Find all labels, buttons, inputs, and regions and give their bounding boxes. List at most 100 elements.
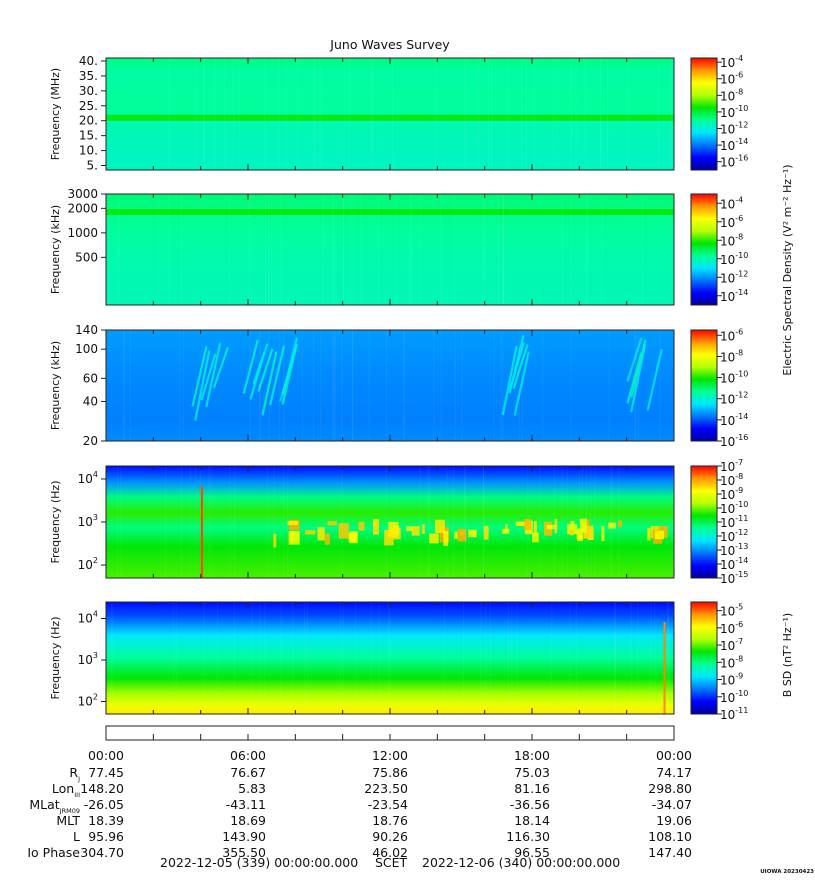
y-tick-label: 103 — [78, 513, 98, 529]
colorbar-tick-label: 10-14 — [720, 412, 748, 428]
emission-patch — [384, 529, 394, 546]
ephemeris-value: 147.40 — [648, 845, 692, 860]
emission-patch — [454, 531, 458, 539]
emission-patch — [546, 524, 555, 530]
emission-patch — [567, 524, 578, 534]
time-tick-label: 00:00 — [656, 748, 692, 763]
spectrogram-field — [106, 330, 674, 441]
y-tick-label: 104 — [78, 470, 98, 486]
colorbar-tick-label: 10-16 — [720, 154, 748, 170]
colorbar-tick-label: 10-6 — [720, 620, 743, 636]
radio-burst-streak — [646, 348, 663, 411]
emission-patch — [647, 527, 651, 541]
ephemeris-value: 96.55 — [514, 845, 550, 860]
ephemeris-value: -23.54 — [368, 797, 408, 812]
y-tick-label: 60 — [83, 371, 98, 385]
emission-patch — [468, 529, 477, 538]
ephemeris-value: 75.03 — [514, 765, 550, 780]
time-tick-label: 06:00 — [230, 748, 266, 763]
ephemeris-value: 18.39 — [88, 813, 124, 828]
spectrogram-field — [106, 602, 674, 714]
emission-patch — [515, 521, 526, 526]
radio-burst-streak — [205, 342, 222, 408]
ephemeris-label: L — [73, 829, 80, 844]
y-tick-label: 500 — [75, 250, 98, 264]
colorbar-tick-label: 10-10 — [720, 251, 748, 267]
emission-patch — [429, 533, 439, 544]
emission-patch — [327, 521, 337, 526]
y-tick-label: 100 — [75, 342, 98, 356]
emission-patch — [324, 533, 330, 545]
ephemeris-value: 95.96 — [88, 829, 124, 844]
y-axis-label: Frequency (Hz) — [49, 617, 62, 700]
ephemeris-value: 18.76 — [372, 813, 408, 828]
colorbar-tick-label: 10-12 — [720, 391, 748, 407]
ephemeris-value: 298.80 — [648, 781, 692, 796]
emission-patch — [287, 521, 299, 526]
emission-patch — [533, 520, 537, 537]
emission-patch — [577, 533, 583, 542]
emission-patch — [290, 531, 295, 542]
colorbar-tick-label: 10-8 — [720, 87, 743, 103]
colorbar-tick-label: 10-9 — [720, 672, 743, 688]
y-tick-label: 5. — [87, 159, 98, 173]
y-tick-label: 1000 — [67, 226, 98, 240]
ephemeris-label: Io Phase — [27, 845, 80, 860]
y-tick-label: 102 — [78, 693, 98, 709]
ephemeris-value: -43.11 — [226, 797, 266, 812]
ephemeris-value: 19.06 — [656, 813, 692, 828]
y-tick-label: 30. — [79, 84, 98, 98]
y-tick-label: 40 — [83, 394, 98, 408]
colorbar-tick-label: 10-7 — [720, 637, 743, 653]
colorbar-tick-label: 10-6 — [720, 71, 743, 87]
emission-patch — [349, 531, 358, 544]
ephemeris-value: 108.10 — [648, 829, 692, 844]
ephemeris-value: 143.90 — [222, 829, 266, 844]
colorbar-tick-label: 10-8 — [720, 232, 743, 248]
radio-burst-streak — [513, 351, 530, 416]
radio-burst-streak — [194, 350, 211, 421]
ephemeris-value: 46.02 — [372, 845, 408, 860]
ephemeris-value: 223.50 — [364, 781, 408, 796]
radio-burst-streak — [242, 339, 259, 394]
ephemeris-value: 81.16 — [514, 781, 550, 796]
footer-credit: UIOWA 20230423 — [760, 869, 814, 875]
emission-patch — [569, 530, 575, 536]
y-tick-label: 2000 — [67, 201, 98, 215]
emission-patch — [505, 524, 508, 533]
y-tick-label: 20. — [79, 114, 98, 128]
spectrogram-panel-4: 104 103 102 Frequency (Hz) 10-710-810-910-10… — [49, 458, 748, 586]
emission-patch — [411, 526, 420, 536]
colorbar-tick-label: 10-14 — [720, 288, 748, 304]
colorbar-scale — [690, 329, 718, 442]
y-tick-label: 103 — [78, 651, 98, 667]
colorbar-tick-label: 10-14 — [720, 137, 748, 153]
radio-burst-streak — [252, 343, 269, 385]
colorbar-tick-label: 10-16 — [720, 433, 748, 449]
spectrogram-panels: 40.35.30.25.20.15.10.5. Frequency (MHz) 10… — [49, 54, 748, 722]
y-tick-label: 104 — [78, 610, 98, 626]
colorbar: 10-6 10-8 10-10 10-12 10-14 10-16 — [690, 327, 748, 449]
ephemeris-value: 304.70 — [80, 845, 124, 860]
radio-burst-streak — [508, 334, 525, 394]
radio-burst-streak — [630, 344, 647, 413]
y-tick-label: 15. — [79, 129, 98, 143]
ephemeris-label: RJ — [69, 765, 80, 783]
y-tick-label: 10. — [79, 144, 98, 158]
ephemeris-value: 148.20 — [80, 781, 124, 796]
emission-patch — [457, 528, 467, 542]
emission-patch — [654, 530, 665, 540]
y-tick-label: 20 — [83, 434, 98, 448]
time-tick-labels: 00:00 06:00 12:00 18:00 00:00 — [88, 748, 692, 763]
y-axis-label: Frequency (kHz) — [49, 341, 62, 430]
colorbar-tick-label: 10-15 — [720, 570, 748, 586]
y-axis-label: Frequency (Hz) — [49, 481, 62, 564]
radio-burst-streak — [191, 346, 208, 407]
emission-patch — [338, 523, 349, 539]
colorbar-tick-label: 10-8 — [720, 348, 743, 364]
radio-burst-streak — [257, 348, 274, 392]
radio-burst-streak — [626, 337, 643, 382]
emission-band — [106, 114, 674, 121]
